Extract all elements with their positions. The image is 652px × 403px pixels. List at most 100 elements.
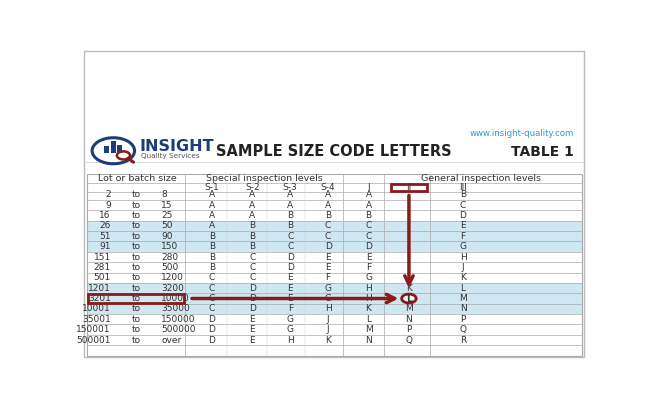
Text: B: B bbox=[209, 263, 215, 272]
Text: C: C bbox=[209, 273, 215, 282]
Text: B: B bbox=[249, 232, 256, 241]
Text: C: C bbox=[325, 221, 331, 231]
Text: 25: 25 bbox=[161, 211, 173, 220]
Text: F: F bbox=[288, 304, 293, 314]
Text: L: L bbox=[366, 315, 371, 324]
Text: C: C bbox=[325, 232, 331, 241]
Text: G: G bbox=[325, 294, 332, 303]
Bar bbox=[87, 304, 582, 314]
Text: D: D bbox=[249, 284, 256, 293]
Text: H: H bbox=[325, 304, 331, 314]
Bar bbox=[87, 293, 582, 304]
Text: D: D bbox=[325, 242, 331, 251]
Text: E: E bbox=[325, 253, 331, 262]
Text: C: C bbox=[365, 221, 372, 231]
Bar bbox=[87, 174, 582, 355]
Text: E: E bbox=[250, 315, 255, 324]
Text: 35000: 35000 bbox=[161, 304, 190, 314]
Text: 150: 150 bbox=[161, 242, 179, 251]
Text: A: A bbox=[209, 211, 215, 220]
Text: 51: 51 bbox=[99, 232, 111, 241]
Text: 9: 9 bbox=[105, 201, 111, 210]
Text: D: D bbox=[460, 211, 466, 220]
Text: E: E bbox=[288, 273, 293, 282]
Text: A: A bbox=[325, 201, 331, 210]
Text: K: K bbox=[366, 304, 372, 314]
Text: M: M bbox=[364, 325, 372, 334]
Text: 281: 281 bbox=[94, 263, 111, 272]
Text: E: E bbox=[366, 253, 372, 262]
Text: 150000: 150000 bbox=[161, 315, 196, 324]
Text: F: F bbox=[325, 273, 331, 282]
Text: B: B bbox=[249, 221, 256, 231]
Text: B: B bbox=[325, 211, 331, 220]
Text: 15: 15 bbox=[161, 201, 173, 210]
Text: D: D bbox=[249, 304, 256, 314]
Text: P: P bbox=[460, 315, 466, 324]
Text: B: B bbox=[287, 211, 293, 220]
Text: INSIGHT: INSIGHT bbox=[140, 139, 215, 154]
Text: E: E bbox=[325, 263, 331, 272]
Text: G: G bbox=[325, 284, 332, 293]
Text: R: R bbox=[460, 336, 466, 345]
Text: 1200: 1200 bbox=[161, 273, 185, 282]
Text: B: B bbox=[209, 253, 215, 262]
Bar bbox=[391, 184, 426, 191]
Text: F: F bbox=[460, 232, 466, 241]
Text: D: D bbox=[365, 242, 372, 251]
Text: A: A bbox=[325, 190, 331, 199]
Text: 280: 280 bbox=[161, 253, 179, 262]
Text: A: A bbox=[209, 190, 215, 199]
Text: K: K bbox=[325, 336, 331, 345]
Text: 10001: 10001 bbox=[82, 304, 111, 314]
Text: 500001: 500001 bbox=[76, 336, 111, 345]
Bar bbox=[87, 231, 582, 241]
Text: C: C bbox=[209, 284, 215, 293]
Text: B: B bbox=[209, 242, 215, 251]
Text: G: G bbox=[287, 315, 293, 324]
Text: L: L bbox=[406, 293, 412, 303]
Text: C: C bbox=[249, 263, 256, 272]
Text: to: to bbox=[132, 221, 141, 231]
Text: A: A bbox=[209, 201, 215, 210]
Text: A: A bbox=[366, 190, 372, 199]
Text: P: P bbox=[406, 325, 411, 334]
Text: H: H bbox=[365, 294, 372, 303]
Text: 501: 501 bbox=[93, 273, 111, 282]
Text: C: C bbox=[249, 253, 256, 262]
Text: S-2: S-2 bbox=[245, 183, 259, 191]
Text: 90: 90 bbox=[161, 232, 173, 241]
Text: L: L bbox=[460, 284, 466, 293]
Text: Lot or batch size: Lot or batch size bbox=[98, 174, 177, 183]
Text: C: C bbox=[209, 294, 215, 303]
Text: G: G bbox=[287, 325, 293, 334]
Text: 16: 16 bbox=[99, 211, 111, 220]
Text: to: to bbox=[132, 253, 141, 262]
Text: 3201: 3201 bbox=[88, 294, 111, 303]
Text: Quality Services: Quality Services bbox=[141, 153, 200, 159]
Text: 3200: 3200 bbox=[161, 284, 185, 293]
Text: to: to bbox=[132, 294, 141, 303]
Text: A: A bbox=[209, 221, 215, 231]
Text: G: G bbox=[460, 242, 466, 251]
Text: C: C bbox=[249, 273, 256, 282]
Circle shape bbox=[402, 294, 416, 303]
Text: B: B bbox=[209, 232, 215, 241]
Text: J: J bbox=[327, 325, 329, 334]
Text: C: C bbox=[460, 201, 466, 210]
Text: to: to bbox=[132, 315, 141, 324]
Text: A: A bbox=[249, 190, 256, 199]
Text: M: M bbox=[459, 294, 467, 303]
Text: C: C bbox=[287, 232, 293, 241]
Text: E: E bbox=[250, 336, 255, 345]
Text: over: over bbox=[161, 336, 182, 345]
Text: N: N bbox=[460, 304, 466, 314]
Text: E: E bbox=[250, 325, 255, 334]
Text: D: D bbox=[287, 253, 293, 262]
Text: Q: Q bbox=[460, 325, 466, 334]
Text: III: III bbox=[459, 183, 467, 191]
Text: Special inspection levels: Special inspection levels bbox=[206, 174, 323, 183]
Text: A: A bbox=[249, 201, 256, 210]
Text: General inspection levels: General inspection levels bbox=[421, 174, 541, 183]
Text: D: D bbox=[287, 263, 293, 272]
